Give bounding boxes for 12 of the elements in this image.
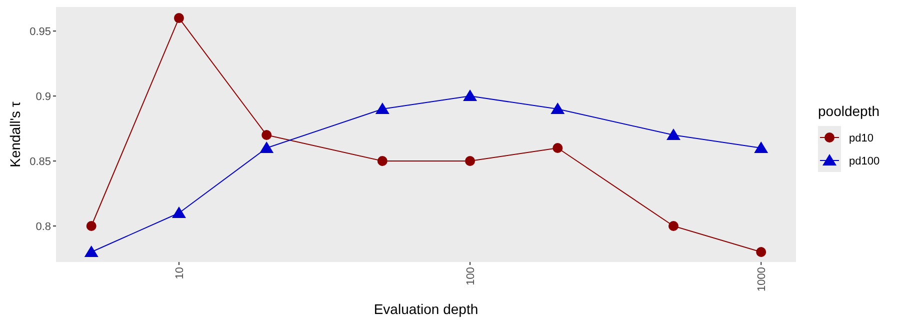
x-tick-label: 100 xyxy=(464,267,477,286)
legend-label: pd100 xyxy=(849,155,880,168)
x-axis-title: Evaluation depth xyxy=(374,301,478,317)
legend-title: pooldepth xyxy=(818,103,880,119)
y-tick-label: 0.9 xyxy=(36,90,51,103)
x-tick-label: 10 xyxy=(174,267,186,280)
y-tick-label: 0.95 xyxy=(30,26,51,38)
legend-label: pd10 xyxy=(849,132,874,144)
y-tick-label: 0.85 xyxy=(30,156,51,168)
y-axis-title: Kendall's τ xyxy=(7,101,23,168)
x-tick-label: 1000 xyxy=(756,267,768,292)
y-tick-label: 0.8 xyxy=(36,220,51,233)
